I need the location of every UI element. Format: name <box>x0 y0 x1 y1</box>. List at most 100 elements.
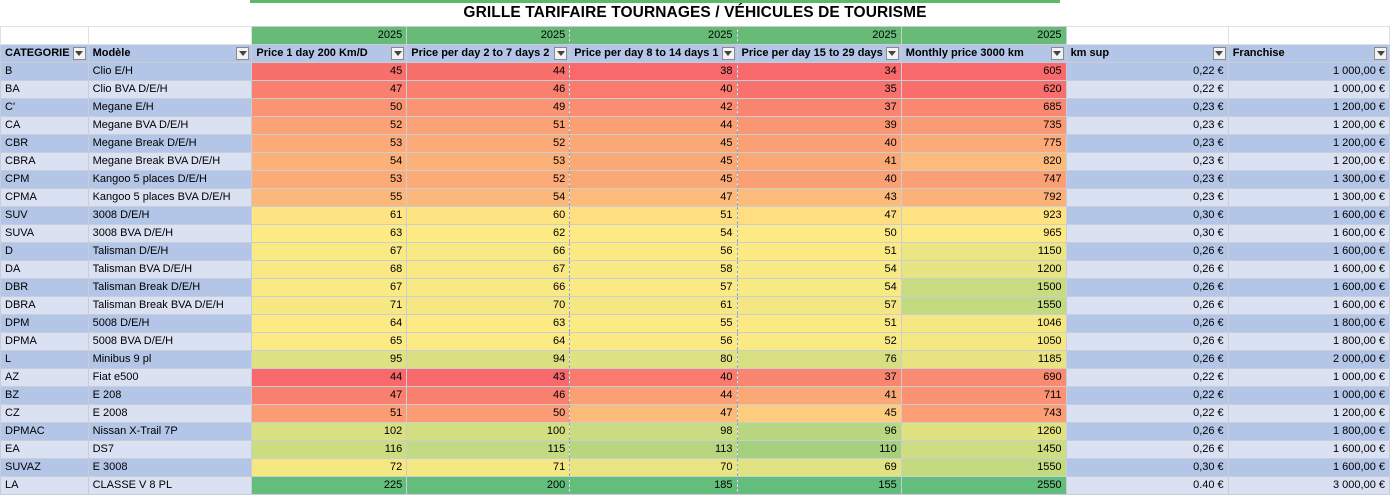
cell-modele[interactable]: Clio E/H <box>87 62 253 81</box>
year-cell[interactable]: 2025 <box>251 26 408 45</box>
cell-km-sup[interactable]: 0,22 € <box>1065 404 1229 423</box>
cell-price-1-day[interactable]: 45 <box>251 62 408 81</box>
cell-km-sup[interactable]: 0,23 € <box>1065 152 1229 171</box>
cell-modele[interactable]: Talisman BVA D/E/H <box>87 260 253 279</box>
cell-price-2-7-days[interactable]: 50 <box>406 404 571 423</box>
cell-price-1-day[interactable]: 63 <box>251 224 408 243</box>
cell-franchise[interactable]: 1 000,00 € <box>1227 62 1390 81</box>
cell-modele[interactable]: Talisman Break D/E/H <box>87 278 253 297</box>
cell-km-sup[interactable]: 0,26 € <box>1065 296 1229 315</box>
cell-franchise[interactable]: 1 300,00 € <box>1227 188 1390 207</box>
cell-price-1-day[interactable]: 50 <box>251 98 408 117</box>
cell-monthly-price[interactable]: 1260 <box>900 422 1067 441</box>
cell-modele[interactable]: Megane Break BVA D/E/H <box>87 152 253 171</box>
cell-monthly-price[interactable]: 2550 <box>900 476 1067 495</box>
cell-franchise[interactable]: 1 600,00 € <box>1227 278 1390 297</box>
cell-price-8-14-days[interactable]: 44 <box>569 116 738 135</box>
cell-categorie[interactable]: CBR <box>0 134 89 153</box>
header-monthly-price[interactable]: Monthly price 3000 km <box>900 44 1067 63</box>
cell-franchise[interactable]: 1 800,00 € <box>1227 314 1390 333</box>
cell-price-8-14-days[interactable]: 80 <box>569 350 738 369</box>
cell-modele[interactable]: Kangoo 5 places D/E/H <box>87 170 253 189</box>
cell-categorie[interactable]: DBR <box>0 278 89 297</box>
cell-franchise[interactable]: 1 600,00 € <box>1227 206 1390 225</box>
cell-price-2-7-days[interactable]: 63 <box>406 314 571 333</box>
cell-price-8-14-days[interactable]: 38 <box>569 62 738 81</box>
cell-monthly-price[interactable]: 605 <box>900 62 1067 81</box>
cell-categorie[interactable]: BZ <box>0 386 89 405</box>
cell-price-2-7-days[interactable]: 100 <box>406 422 571 441</box>
cell-price-8-14-days[interactable]: 56 <box>569 242 738 261</box>
cell-km-sup[interactable]: 0,23 € <box>1065 188 1229 207</box>
cell-price-2-7-days[interactable]: 44 <box>406 62 571 81</box>
cell-price-15-29-days[interactable]: 52 <box>736 332 902 351</box>
filter-dropdown-icon[interactable] <box>721 47 735 60</box>
cell-franchise[interactable]: 1 600,00 € <box>1227 296 1390 315</box>
cell-categorie[interactable]: CPM <box>0 170 89 189</box>
cell-franchise[interactable]: 1 000,00 € <box>1227 80 1390 99</box>
cell-modele[interactable]: E 208 <box>87 386 253 405</box>
year-cell-blank[interactable] <box>87 26 253 45</box>
cell-price-1-day[interactable]: 225 <box>251 476 408 495</box>
cell-monthly-price[interactable]: 1450 <box>900 440 1067 459</box>
cell-price-8-14-days[interactable]: 40 <box>569 80 738 99</box>
cell-categorie[interactable]: CA <box>0 116 89 135</box>
cell-price-1-day[interactable]: 64 <box>251 314 408 333</box>
header-price-2-7-days[interactable]: Price per day 2 to 7 days 2 <box>406 44 571 63</box>
cell-price-15-29-days[interactable]: 76 <box>736 350 902 369</box>
cell-price-1-day[interactable]: 53 <box>251 170 408 189</box>
cell-price-2-7-days[interactable]: 60 <box>406 206 571 225</box>
cell-km-sup[interactable]: 0,26 € <box>1065 422 1229 441</box>
cell-categorie[interactable]: LA <box>0 476 89 495</box>
cell-modele[interactable]: Nissan X-Trail 7P <box>87 422 253 441</box>
cell-categorie[interactable]: L <box>0 350 89 369</box>
filter-dropdown-icon[interactable] <box>1212 47 1226 60</box>
cell-categorie[interactable]: B <box>0 62 89 81</box>
cell-price-15-29-days[interactable]: 41 <box>736 386 902 405</box>
cell-franchise[interactable]: 1 800,00 € <box>1227 332 1390 351</box>
cell-franchise[interactable]: 3 000,00 € <box>1227 476 1390 495</box>
year-cell[interactable]: 2025 <box>900 26 1067 45</box>
header-km-sup[interactable]: km sup <box>1065 44 1229 63</box>
cell-franchise[interactable]: 1 200,00 € <box>1227 116 1390 135</box>
cell-price-15-29-days[interactable]: 39 <box>736 116 902 135</box>
cell-modele[interactable]: Fiat e500 <box>87 368 253 387</box>
cell-price-2-7-days[interactable]: 62 <box>406 224 571 243</box>
header-modele[interactable]: Modèle <box>87 44 253 63</box>
cell-modele[interactable]: Megane BVA D/E/H <box>87 116 253 135</box>
cell-price-15-29-days[interactable]: 57 <box>736 296 902 315</box>
cell-price-1-day[interactable]: 51 <box>251 404 408 423</box>
filter-dropdown-icon[interactable] <box>554 47 568 60</box>
cell-monthly-price[interactable]: 1046 <box>900 314 1067 333</box>
year-cell[interactable]: 2025 <box>406 26 571 45</box>
cell-categorie[interactable]: DA <box>0 260 89 279</box>
cell-categorie[interactable]: DPM <box>0 314 89 333</box>
header-price-8-14-days[interactable]: Price per day 8 to 14 days 1 <box>569 44 738 63</box>
cell-km-sup[interactable]: 0,23 € <box>1065 170 1229 189</box>
cell-monthly-price[interactable]: 711 <box>900 386 1067 405</box>
cell-price-1-day[interactable]: 61 <box>251 206 408 225</box>
cell-monthly-price[interactable]: 620 <box>900 80 1067 99</box>
cell-franchise[interactable]: 1 000,00 € <box>1227 386 1390 405</box>
cell-monthly-price[interactable]: 1185 <box>900 350 1067 369</box>
cell-price-15-29-days[interactable]: 41 <box>736 152 902 171</box>
cell-price-1-day[interactable]: 102 <box>251 422 408 441</box>
cell-monthly-price[interactable]: 743 <box>900 404 1067 423</box>
cell-km-sup[interactable]: 0,26 € <box>1065 242 1229 261</box>
cell-price-8-14-days[interactable]: 42 <box>569 98 738 117</box>
cell-price-1-day[interactable]: 55 <box>251 188 408 207</box>
cell-price-15-29-days[interactable]: 43 <box>736 188 902 207</box>
filter-dropdown-icon[interactable] <box>236 47 250 60</box>
cell-price-2-7-days[interactable]: 46 <box>406 386 571 405</box>
filter-dropdown-icon[interactable] <box>1050 47 1064 60</box>
cell-price-2-7-days[interactable]: 64 <box>406 332 571 351</box>
header-price-15-29-days[interactable]: Price per day 15 to 29 days <box>736 44 902 63</box>
year-cell-blank[interactable] <box>1227 26 1390 45</box>
cell-categorie[interactable]: D <box>0 242 89 261</box>
cell-modele[interactable]: Clio BVA D/E/H <box>87 80 253 99</box>
cell-categorie[interactable]: CBRA <box>0 152 89 171</box>
cell-price-8-14-days[interactable]: 45 <box>569 152 738 171</box>
cell-price-8-14-days[interactable]: 40 <box>569 368 738 387</box>
cell-modele[interactable]: 5008 BVA D/E/H <box>87 332 253 351</box>
cell-monthly-price[interactable]: 965 <box>900 224 1067 243</box>
